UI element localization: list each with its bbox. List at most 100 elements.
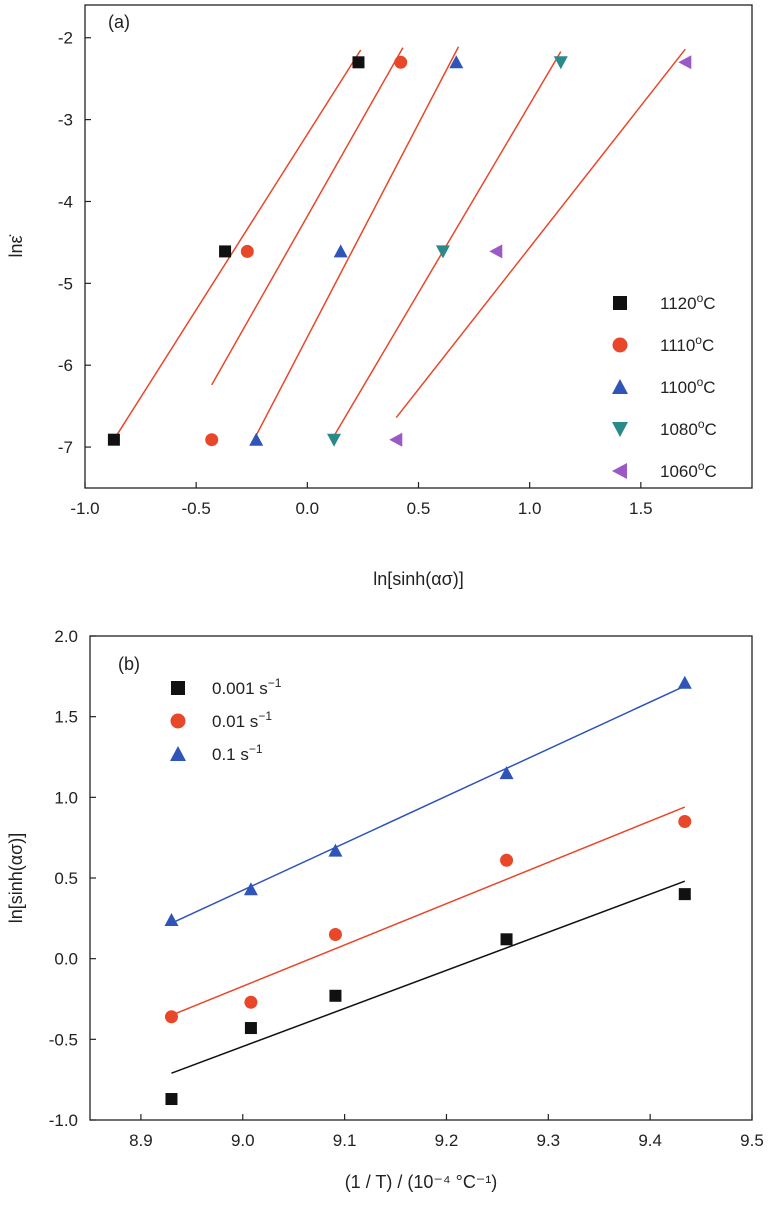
data-point bbox=[394, 55, 408, 69]
x-tick-label: 1.5 bbox=[629, 499, 653, 518]
fit-line bbox=[253, 46, 460, 441]
x-tick-label: 8.9 bbox=[129, 1131, 153, 1150]
legend-marker bbox=[612, 379, 628, 394]
x-axis-label: (1 / T) / (10⁻⁴ °C⁻¹) bbox=[345, 1172, 498, 1192]
x-tick-label: 9.5 bbox=[740, 1131, 764, 1150]
y-tick-label: -2 bbox=[58, 29, 73, 48]
x-tick-label: -0.5 bbox=[182, 499, 211, 518]
panel-label: (a) bbox=[108, 12, 130, 32]
data-point bbox=[107, 433, 120, 446]
legend-label: 0.001 s−1 bbox=[212, 676, 282, 698]
legend-label: 1120oC bbox=[660, 291, 716, 313]
x-tick-label: 0.5 bbox=[407, 499, 431, 518]
plot-frame bbox=[84, 4, 753, 489]
fit-line bbox=[171, 880, 686, 1074]
data-point bbox=[499, 766, 514, 780]
legend-label-main: 0.1 s bbox=[212, 745, 249, 764]
data-point bbox=[164, 1010, 178, 1024]
y-tick-label: 1.0 bbox=[54, 788, 78, 807]
data-point bbox=[165, 1093, 178, 1106]
y-tick-label: -6 bbox=[58, 356, 73, 375]
y-tick-label: 2.0 bbox=[54, 627, 78, 646]
x-tick-label: -1.0 bbox=[70, 499, 99, 518]
data-point bbox=[678, 55, 692, 70]
y-tick-label: -0.5 bbox=[49, 1030, 78, 1049]
x-tick-label: 9.0 bbox=[231, 1131, 255, 1150]
legend-label: 1080oC bbox=[660, 417, 717, 439]
legend-label-unit: C bbox=[703, 378, 715, 397]
legend-label-main: 1120 bbox=[660, 294, 697, 313]
legend-marker bbox=[612, 337, 628, 353]
y-tick-label: 0.0 bbox=[54, 950, 78, 969]
data-point bbox=[164, 912, 179, 926]
data-point bbox=[244, 1022, 257, 1035]
legend-label-unit: C bbox=[702, 336, 714, 355]
y-tick-label: -3 bbox=[58, 111, 73, 130]
data-point bbox=[677, 675, 692, 689]
chart-panel-a: -1.0 -0.5 0.0 0.5 1.0 1.5 -2 -3 -4 -5 -6 -7 ln[sinh(… bbox=[6, 4, 753, 589]
y-axis-label: ln[sinh(ασ)] bbox=[6, 833, 26, 924]
legend-degree-sup: o bbox=[698, 459, 705, 473]
legend-label: 0.01 s−1 bbox=[212, 709, 272, 731]
legend-degree-sup: o bbox=[698, 417, 705, 431]
legend-label-main: 1100 bbox=[660, 378, 697, 397]
legend-label-main: 0.01 s bbox=[212, 712, 258, 731]
legend-label-exponent: −1 bbox=[268, 676, 282, 690]
legend-label-main: 0.001 s bbox=[212, 679, 268, 698]
fit-line bbox=[113, 49, 362, 441]
legend-marker bbox=[613, 296, 627, 310]
legend-marker bbox=[170, 713, 186, 729]
legend-degree-sup: o bbox=[697, 291, 704, 305]
legend-marker bbox=[612, 422, 628, 437]
legend: 0.001 s−10.01 s−10.1 s−1 bbox=[170, 676, 282, 764]
data-point bbox=[243, 882, 258, 896]
x-tick-label: 0.0 bbox=[296, 499, 320, 518]
data-point bbox=[327, 433, 342, 447]
data-point bbox=[489, 244, 503, 259]
x-tick-label: 9.1 bbox=[333, 1131, 357, 1150]
legend-label: 1110oC bbox=[660, 333, 714, 355]
data-point bbox=[678, 815, 692, 829]
y-tick-label: -5 bbox=[58, 274, 73, 293]
fit-line bbox=[171, 806, 686, 1016]
panel-label: (b) bbox=[118, 654, 140, 674]
plot-frame bbox=[89, 635, 753, 1121]
data-point bbox=[329, 989, 342, 1002]
fit-line bbox=[171, 685, 686, 924]
data-point bbox=[244, 995, 258, 1009]
legend-degree-sup: o bbox=[695, 333, 702, 347]
chart-panel-b: 8.9 9.0 9.1 9.2 9.3 9.4 9.5 2.0 1.5 1.0 0.5 0.0 -0.5… bbox=[6, 627, 764, 1192]
data-point bbox=[449, 55, 464, 69]
x-tick-label: 9.4 bbox=[638, 1131, 662, 1150]
legend-label-exponent: −1 bbox=[249, 742, 263, 756]
data-point bbox=[328, 927, 342, 941]
y-tick-label: -4 bbox=[58, 192, 73, 211]
y-tick-label: -1.0 bbox=[49, 1111, 78, 1130]
legend-label-unit: C bbox=[705, 462, 717, 481]
legend-label-main: 1110 bbox=[660, 336, 695, 355]
legend-label: 0.1 s−1 bbox=[212, 742, 263, 764]
data-point bbox=[553, 56, 568, 70]
x-tick-label: 9.3 bbox=[536, 1131, 560, 1150]
data-point bbox=[219, 245, 232, 258]
legend-marker bbox=[612, 463, 627, 479]
data-point bbox=[352, 56, 365, 69]
legend-label: 1060oC bbox=[660, 459, 717, 481]
y-tick-label: -7 bbox=[58, 438, 73, 457]
data-point bbox=[500, 933, 513, 946]
data-point bbox=[205, 433, 219, 447]
legend-marker bbox=[171, 681, 185, 695]
data-point bbox=[240, 244, 254, 258]
legend-label-unit: C bbox=[705, 420, 717, 439]
data-point bbox=[333, 244, 348, 258]
data-point bbox=[500, 853, 514, 867]
data-point bbox=[249, 432, 264, 446]
legend-label-main: 1080 bbox=[660, 420, 698, 439]
x-tick-label: 9.2 bbox=[435, 1131, 459, 1150]
legend-marker bbox=[170, 746, 186, 761]
y-axis-label: lnε̇ bbox=[6, 234, 26, 257]
data-point bbox=[389, 432, 403, 447]
y-tick-label: 1.5 bbox=[54, 708, 78, 727]
